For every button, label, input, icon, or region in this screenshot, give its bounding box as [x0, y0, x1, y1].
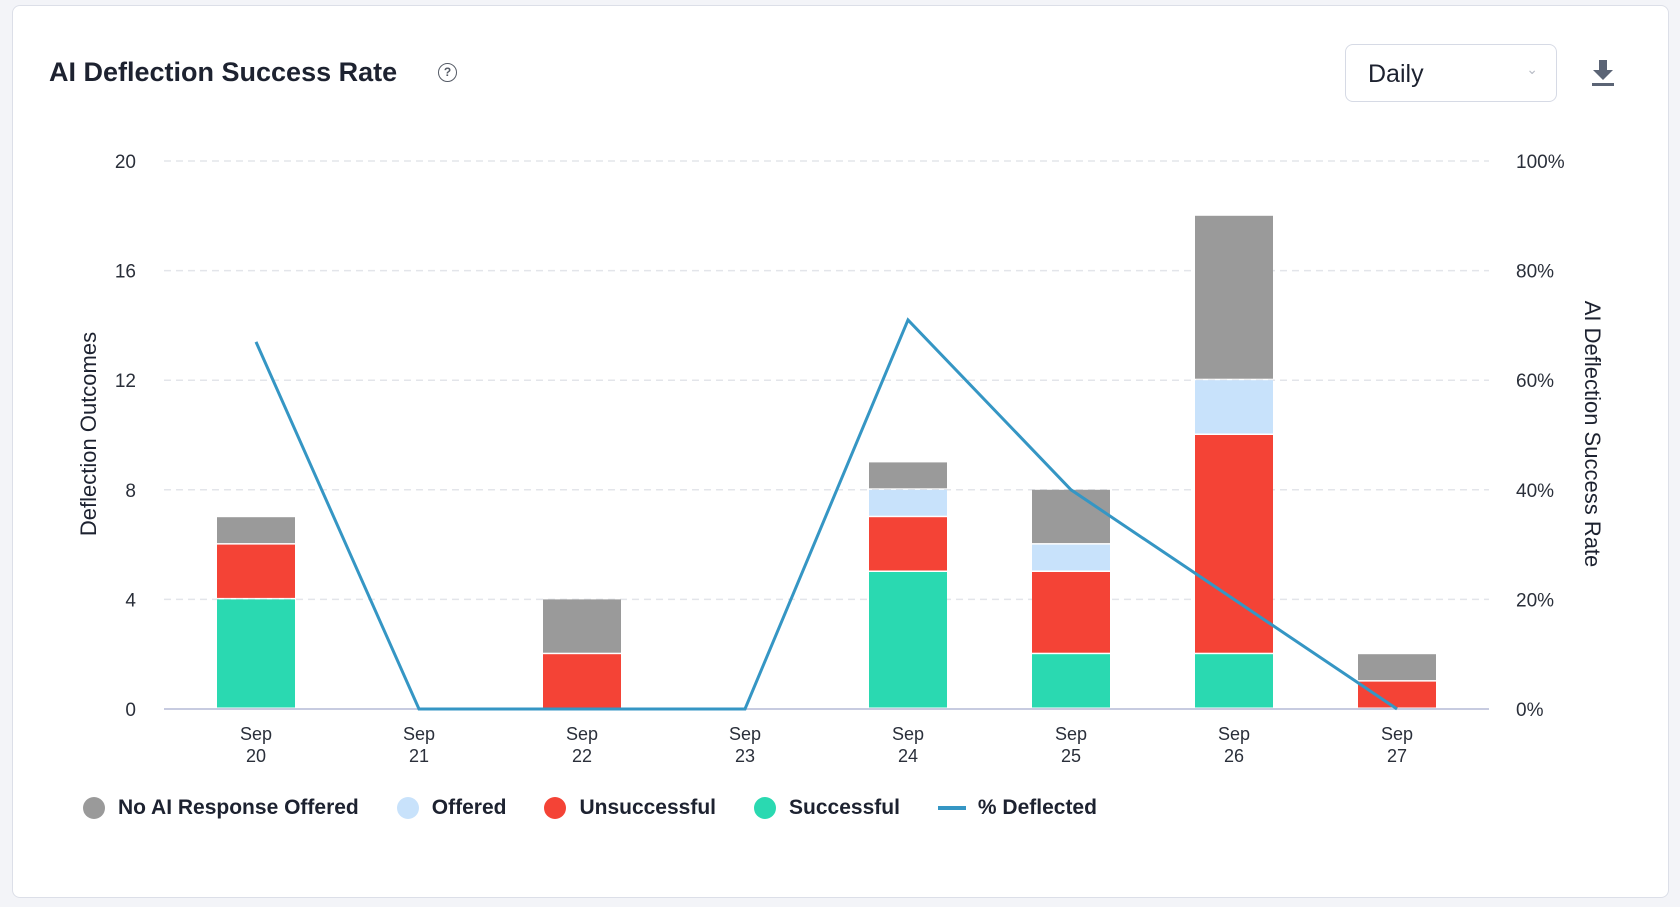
legend-label: Unsuccessful [579, 796, 717, 819]
bar-segment-no-ai-response-offered [869, 462, 947, 489]
legend-item-deflected[interactable]: % Deflected [937, 796, 1097, 820]
y-tick-label: 12 [115, 371, 136, 392]
y2-tick-label: 0% [1516, 700, 1544, 721]
x-tick-label-month: Sep [403, 724, 435, 744]
x-tick-label-month: Sep [240, 724, 272, 744]
y-tick-label: 8 [125, 481, 136, 502]
legend-label: % Deflected [977, 796, 1097, 819]
x-tick-label-day: 27 [1387, 746, 1407, 766]
x-tick-label-month: Sep [892, 724, 924, 744]
x-tick-label-day: 23 [735, 746, 755, 766]
bar-segment-successful [1195, 654, 1273, 708]
bar-segment-unsuccessful [1358, 681, 1436, 708]
bar-segment-unsuccessful [1032, 572, 1110, 653]
bar-segment-offered [869, 489, 947, 516]
x-tick-label-day: 20 [246, 746, 266, 766]
legend-item-no-ai-response[interactable]: No AI Response Offered [83, 796, 359, 820]
bar-segment-unsuccessful [543, 654, 621, 708]
bar-segment-no-ai-response-offered [543, 599, 621, 653]
x-tick-label-day: 24 [898, 746, 918, 766]
bar-segment-no-ai-response-offered [217, 517, 295, 544]
bar-segment-successful [869, 572, 947, 708]
x-tick-label-month: Sep [566, 724, 598, 744]
period-select-value: Daily [1368, 60, 1424, 88]
x-tick-label-month: Sep [729, 724, 761, 744]
legend-label: Offered [431, 796, 507, 819]
y2-tick-label: 60% [1516, 371, 1554, 392]
legend-swatch [754, 797, 777, 819]
bar-segment-no-ai-response-offered [1195, 215, 1273, 379]
legend-swatch [937, 806, 966, 810]
y2-axis-title: AI Deflection Success Rate [1580, 301, 1605, 568]
y-tick-label: 0 [125, 700, 136, 721]
y2-tick-label: 100% [1516, 152, 1565, 173]
legend-item-offered[interactable]: Offered [396, 796, 507, 820]
x-tick-label-month: Sep [1055, 724, 1087, 744]
bar-segment-offered [1195, 380, 1273, 434]
y-tick-label: 4 [125, 590, 136, 611]
question-circle-icon[interactable]: ? [438, 63, 457, 82]
bar-segment-unsuccessful [217, 544, 295, 598]
legend-item-successful[interactable]: Successful [754, 796, 900, 820]
legend-swatch [83, 797, 105, 819]
y-tick-label: 16 [115, 262, 136, 283]
y2-tick-label: 20% [1516, 590, 1554, 611]
deflected-line [254, 317, 1398, 711]
chart-card [12, 5, 1669, 898]
legend-label: No AI Response Offered [118, 796, 359, 819]
y2-tick-label: 80% [1516, 262, 1554, 283]
x-tick-label-day: 26 [1224, 746, 1244, 766]
y-axis-title: Deflection Outcomes [76, 332, 101, 536]
legend-label: Successful [789, 796, 900, 819]
legend-swatch [396, 797, 419, 819]
x-tick-label-day: 21 [409, 746, 429, 766]
bar-segment-successful [217, 599, 295, 708]
y-tick-label: 20 [115, 152, 136, 173]
bar-segment-no-ai-response-offered [1032, 489, 1110, 544]
bar-segment-unsuccessful [869, 517, 947, 571]
bar-segment-successful [1032, 654, 1110, 708]
x-tick-label-day: 22 [572, 746, 592, 766]
period-select[interactable]: Daily ⌄ [1345, 44, 1557, 102]
x-tick-label-month: Sep [1218, 724, 1250, 744]
bar-segment-unsuccessful [1195, 435, 1273, 653]
legend-item-unsuccessful[interactable]: Unsuccessful [544, 796, 716, 820]
legend: No AI Response Offered Offered Unsuccess… [83, 796, 1135, 820]
chart-title: AI Deflection Success Rate [49, 57, 398, 87]
chevron-down-icon: ⌄ [1526, 61, 1538, 77]
x-tick-label-day: 25 [1061, 746, 1081, 766]
download-icon[interactable] [1590, 58, 1616, 88]
bar-segment-offered [1032, 544, 1110, 571]
y2-tick-label: 40% [1516, 481, 1554, 502]
x-tick-label-month: Sep [1381, 724, 1413, 744]
bar-segment-no-ai-response-offered [1358, 654, 1436, 681]
legend-swatch [544, 797, 567, 819]
